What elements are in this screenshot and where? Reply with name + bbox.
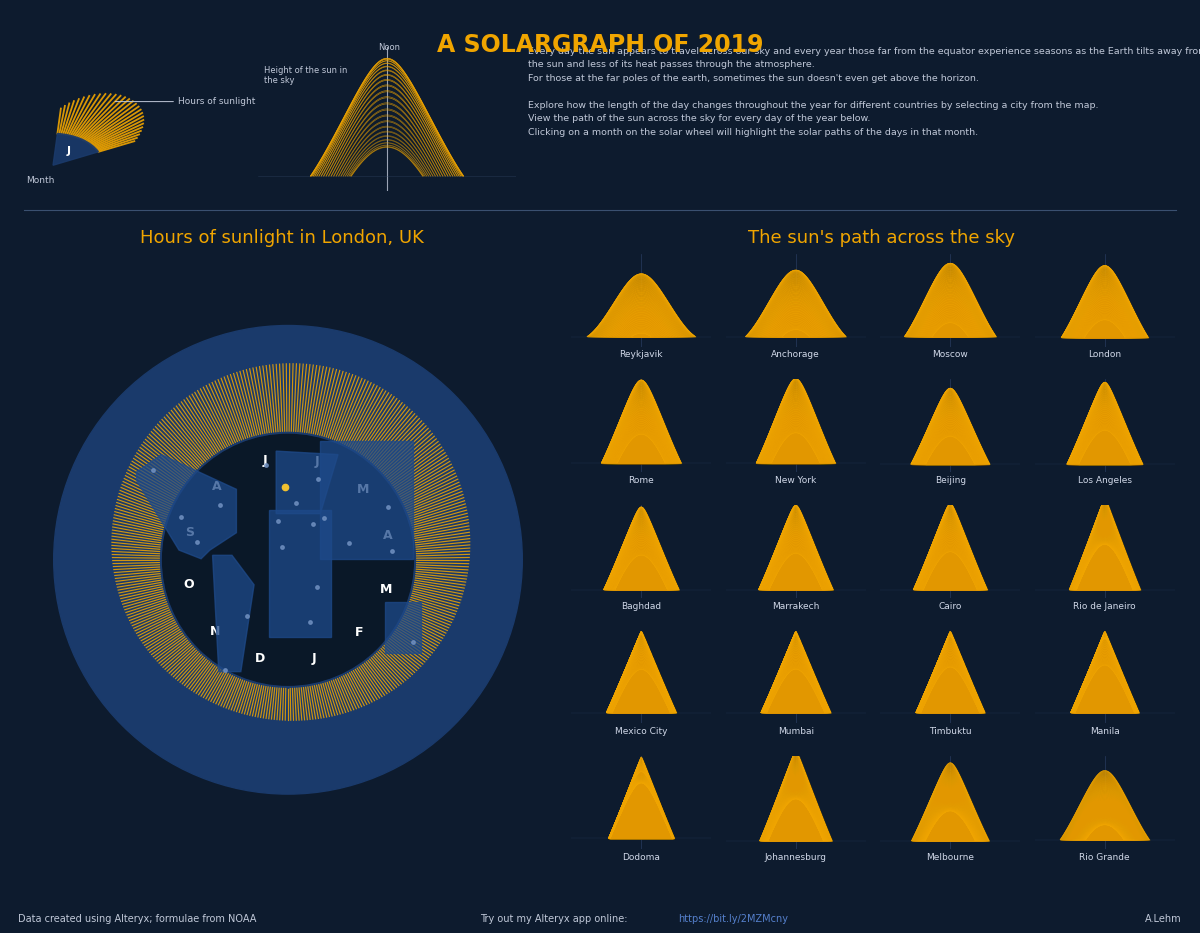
Text: Timbuktu: Timbuktu (929, 727, 972, 736)
Text: Try out my Alteryx app online:: Try out my Alteryx app online: (480, 913, 628, 924)
Text: Marrakech: Marrakech (772, 602, 820, 610)
Polygon shape (276, 451, 338, 513)
Text: J: J (262, 453, 266, 466)
Wedge shape (53, 133, 98, 165)
Text: Anchorage: Anchorage (772, 351, 820, 359)
Text: Every day the sun appears to travel across our sky and every year those far from: Every day the sun appears to travel acro… (528, 47, 1200, 137)
Text: Los Angeles: Los Angeles (1078, 476, 1132, 485)
Text: Mexico City: Mexico City (614, 727, 667, 736)
Text: A SOLARGRAPH OF 2019: A SOLARGRAPH OF 2019 (437, 33, 763, 57)
Text: Noon: Noon (378, 43, 401, 52)
Text: Manila: Manila (1090, 727, 1120, 736)
Polygon shape (212, 555, 254, 672)
Text: N: N (210, 625, 221, 638)
Text: Data created using Alteryx; formulae from NOAA: Data created using Alteryx; formulae fro… (18, 913, 257, 924)
Text: Moscow: Moscow (932, 351, 968, 359)
Text: Height of the sun in
the sky: Height of the sun in the sky (264, 65, 347, 85)
Text: Reykjavik: Reykjavik (619, 351, 662, 359)
Text: Rome: Rome (629, 476, 654, 485)
Text: Mumbai: Mumbai (778, 727, 814, 736)
Text: J: J (312, 652, 317, 665)
Text: O: O (184, 578, 194, 592)
Text: Beijing: Beijing (935, 476, 966, 485)
Text: Hours of sunlight: Hours of sunlight (179, 97, 256, 106)
Polygon shape (385, 602, 421, 652)
Text: F: F (355, 626, 364, 639)
Text: M: M (379, 583, 392, 596)
Text: S: S (185, 526, 194, 539)
Text: Hours of sunlight in London, UK: Hours of sunlight in London, UK (140, 229, 424, 246)
Text: https://bit.ly/2MZMcny: https://bit.ly/2MZMcny (678, 913, 788, 924)
Text: A: A (212, 480, 222, 493)
Text: Baghdad: Baghdad (622, 602, 661, 610)
Circle shape (54, 326, 522, 794)
Text: Cairo: Cairo (938, 602, 962, 610)
Text: Johannesburg: Johannesburg (764, 853, 827, 862)
Text: J: J (67, 146, 71, 156)
Text: Dodoma: Dodoma (623, 853, 660, 862)
Text: D: D (256, 652, 265, 664)
Text: The sun's path across the sky: The sun's path across the sky (749, 229, 1015, 246)
Text: Rio de Janeiro: Rio de Janeiro (1074, 602, 1136, 610)
Polygon shape (269, 510, 331, 637)
Text: A: A (383, 529, 392, 542)
Text: London: London (1088, 351, 1121, 359)
Text: New York: New York (775, 476, 816, 485)
Text: Month: Month (25, 175, 54, 185)
Text: Melbourne: Melbourne (926, 853, 974, 862)
Text: J: J (314, 455, 319, 468)
Text: A.Lehm: A.Lehm (1145, 913, 1182, 924)
Text: Rio Grande: Rio Grande (1080, 853, 1130, 862)
Text: M: M (356, 483, 368, 496)
Circle shape (163, 435, 413, 685)
Polygon shape (137, 454, 236, 559)
Polygon shape (320, 440, 413, 559)
